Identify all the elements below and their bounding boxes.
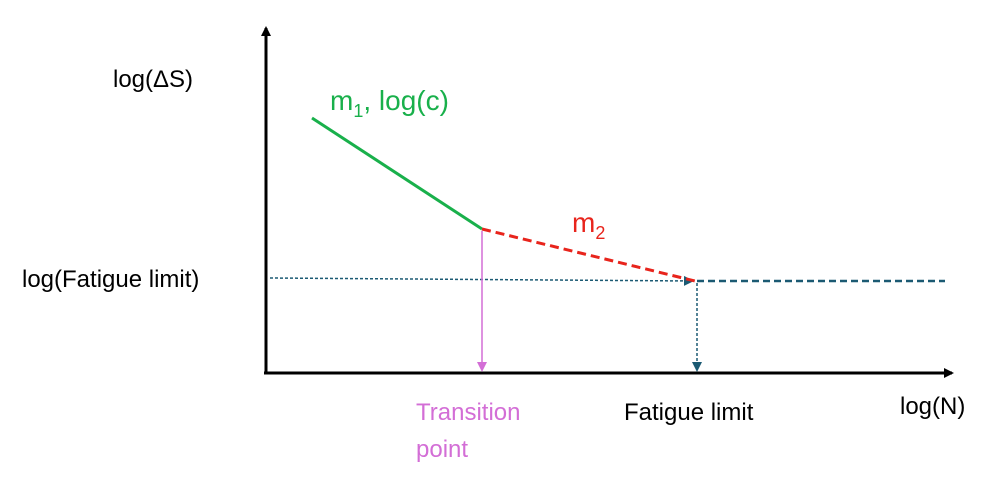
first-slope-label: m1, log(c): [330, 85, 449, 121]
subscript: 2: [595, 223, 605, 243]
fatigue-level-label: log(Fatigue limit): [22, 266, 199, 293]
symbol: m: [572, 207, 595, 238]
first-slope-line: [311, 116, 483, 231]
y-axis-label: log(ΔS): [113, 66, 193, 93]
suffix: , log(c): [363, 85, 449, 116]
second-slope-label: m2: [572, 207, 605, 243]
fatigue-limit-label: Fatigue limit: [624, 399, 754, 426]
subscript: 1: [353, 101, 363, 121]
second-slope-line: [481, 227, 696, 283]
transition-label: point: [416, 436, 468, 463]
transition-label: Transition: [416, 399, 520, 426]
symbol: m: [330, 85, 353, 116]
x-axis-label: log(N): [900, 393, 965, 420]
fatigue-level-guide: [269, 275, 694, 286]
